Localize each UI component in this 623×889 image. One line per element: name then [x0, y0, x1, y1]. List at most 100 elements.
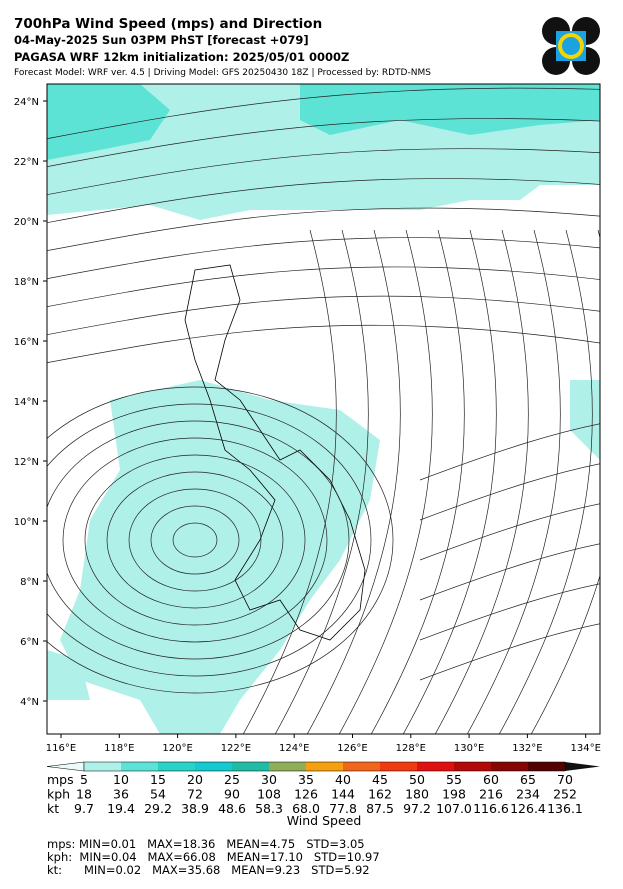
lat-label: 12°N	[14, 457, 39, 468]
colorbar-value: 70	[557, 772, 573, 787]
lat-label: 6°N	[20, 637, 39, 648]
lon-label: 126°E	[337, 743, 367, 754]
stats-line: kph: MIN=0.04 MAX=66.08 MEAN=17.10 STD=1…	[47, 850, 380, 864]
initialization: PAGASA WRF 12km initialization: 2025/05/…	[14, 50, 349, 64]
streamline	[47, 403, 372, 677]
colorbar-value: 180	[405, 787, 429, 802]
stats-line: kt: MIN=0.02 MAX=35.68 MEAN=9.23 STD=5.9…	[47, 863, 370, 877]
colorbar-value: 72	[187, 787, 203, 802]
colorbar-value: 18	[76, 787, 92, 802]
colorbar-value: 19.4	[107, 801, 135, 816]
colorbar-value: 77.8	[329, 801, 357, 816]
title: 700hPa Wind Speed (mps) and Direction	[14, 16, 322, 32]
streamline	[419, 543, 600, 601]
colorbar-value: 136.1	[547, 801, 583, 816]
colorbar-value: 10	[113, 772, 129, 787]
colorbar-label: Wind Speed	[287, 813, 362, 828]
colorbar-value: 9.7	[74, 801, 94, 816]
colorbar-value: 126	[294, 787, 318, 802]
colorbar-value: 30	[261, 772, 277, 787]
colorbar-value: 108	[257, 787, 281, 802]
colorbar-value: 50	[409, 772, 425, 787]
colorbar-value: 45	[372, 772, 388, 787]
streamline	[338, 229, 433, 734]
colorbar-value: 5	[80, 772, 88, 787]
colorbar-value: 68.0	[292, 801, 320, 816]
streamline	[47, 207, 600, 252]
streamline	[150, 505, 240, 575]
colorbar-value: 60	[483, 772, 499, 787]
colorbar-value: 87.5	[366, 801, 394, 816]
colorbar-value: 116.6	[473, 801, 509, 816]
streamline	[47, 324, 600, 364]
streamline	[84, 454, 306, 626]
colorbar-value: 234	[516, 787, 540, 802]
colorbar-value: 216	[479, 787, 503, 802]
colorbar-value: 162	[368, 787, 392, 802]
streamline	[402, 229, 497, 734]
lon-label: 130°E	[454, 743, 484, 754]
streamline	[274, 229, 369, 734]
colorbar-value: 54	[150, 787, 166, 802]
colorbar-value: 48.6	[218, 801, 246, 816]
subtitle: 04-May-2025 Sun 03PM PhST [forecast +079…	[14, 33, 309, 47]
streamline	[47, 87, 600, 140]
lat-label: 20°N	[14, 217, 39, 228]
lon-label: 134°E	[570, 743, 600, 754]
colorbar-value: 198	[442, 787, 466, 802]
colorbar-value: 252	[553, 787, 577, 802]
map-area	[47, 84, 600, 734]
unit-label: kph	[47, 787, 70, 802]
colorbar-value: 144	[331, 787, 355, 802]
stats-line: mps: MIN=0.01 MAX=18.36 MEAN=4.75 STD=3.…	[47, 837, 365, 851]
colorbar-value: 107.0	[436, 801, 472, 816]
colorbar-value: 35	[298, 772, 314, 787]
model-info: Forecast Model: WRF ver. 4.5 | Driving M…	[14, 68, 431, 78]
streamline	[419, 583, 600, 641]
streamline	[47, 386, 394, 694]
streamline	[47, 295, 600, 336]
streamline	[419, 463, 600, 521]
streamline	[47, 420, 350, 660]
streamline	[530, 229, 600, 734]
lat-label: 8°N	[20, 577, 39, 588]
colorbar-value: 97.2	[403, 801, 431, 816]
lat-label: 4°N	[20, 697, 39, 708]
streamline	[62, 437, 328, 643]
lat-label: 18°N	[14, 277, 39, 288]
streamline	[370, 229, 465, 734]
streamline	[128, 488, 262, 592]
colorbar-value: 29.2	[144, 801, 172, 816]
streamline	[172, 522, 218, 558]
lon-label: 122°E	[221, 743, 251, 754]
streamline	[498, 229, 593, 734]
streamline	[419, 623, 600, 681]
colorbar-value: 20	[187, 772, 203, 787]
unit-label: kt	[47, 801, 59, 816]
colorbar-value: 36	[113, 787, 129, 802]
streamline	[466, 229, 561, 734]
streamline	[242, 229, 337, 734]
logo	[542, 17, 600, 75]
streamline	[47, 148, 600, 196]
lon-label: 132°E	[512, 743, 542, 754]
lat-label: 22°N	[14, 157, 39, 168]
colorbar-value: 15	[150, 772, 166, 787]
streamline	[306, 229, 401, 734]
lon-label: 124°E	[279, 743, 309, 754]
colorbar-value: 65	[520, 772, 536, 787]
lat-label: 10°N	[14, 517, 39, 528]
lat-label: 24°N	[14, 97, 39, 108]
streamline	[47, 237, 600, 280]
colorbar	[46, 761, 600, 772]
colorbar-value: 58.3	[255, 801, 283, 816]
streamline	[419, 423, 600, 481]
lat-label: 16°N	[14, 337, 39, 348]
lon-label: 120°E	[162, 743, 192, 754]
lon-label: 116°E	[46, 743, 76, 754]
streamline	[419, 503, 600, 561]
lat-label: 14°N	[14, 397, 39, 408]
streamline	[47, 178, 600, 224]
colorbar-value: 90	[224, 787, 240, 802]
